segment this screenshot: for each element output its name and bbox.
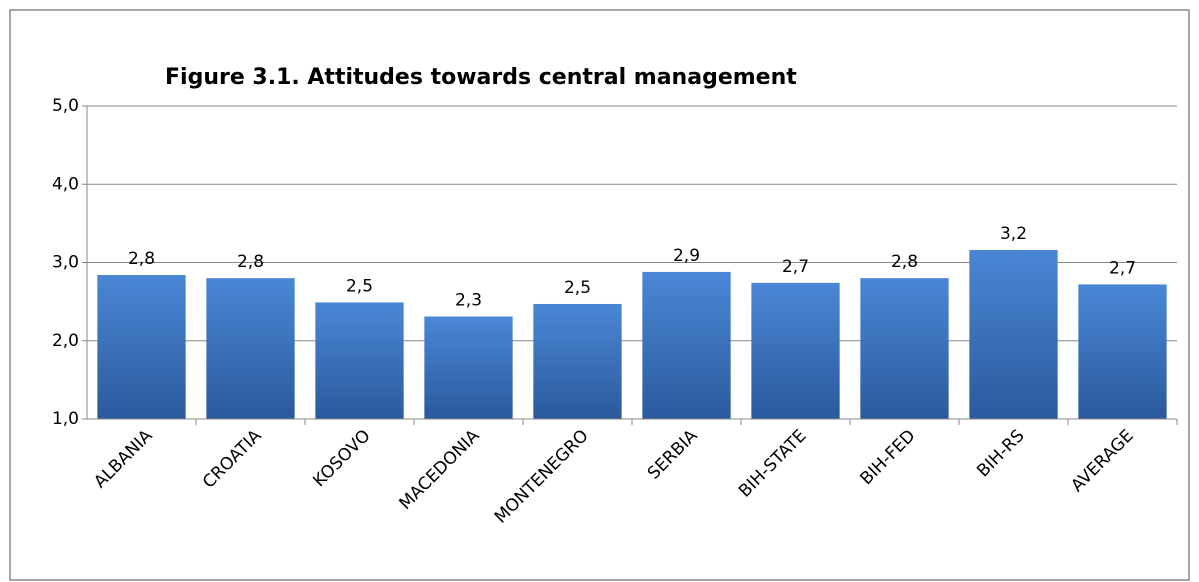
bar (751, 282, 840, 419)
value-label: 2,7 (782, 257, 809, 277)
bar (206, 278, 295, 419)
bar (533, 303, 622, 419)
value-label: 2,8 (891, 252, 918, 272)
value-label: 2,5 (564, 278, 591, 298)
value-label: 2,3 (455, 290, 482, 310)
value-label: 2,8 (237, 252, 264, 272)
chart-title: Figure 3.1. Attitudes towards central ma… (165, 65, 797, 90)
bar (315, 302, 404, 419)
bar (860, 278, 949, 419)
value-label: 3,2 (1000, 224, 1027, 244)
y-tick-label: 5,0 (52, 96, 79, 116)
bar (642, 271, 731, 419)
value-label: 2,9 (673, 246, 700, 266)
bar (1078, 284, 1167, 419)
y-tick-label: 1,0 (52, 409, 79, 429)
y-tick-label: 3,0 (52, 253, 79, 273)
bar (97, 275, 186, 419)
value-label: 2,5 (346, 276, 373, 296)
bar (424, 316, 513, 419)
bar (969, 249, 1058, 419)
y-tick-label: 4,0 (52, 174, 79, 194)
value-label: 2,7 (1109, 258, 1136, 278)
value-label: 2,8 (128, 249, 155, 269)
y-tick-label: 2,0 (52, 331, 79, 351)
